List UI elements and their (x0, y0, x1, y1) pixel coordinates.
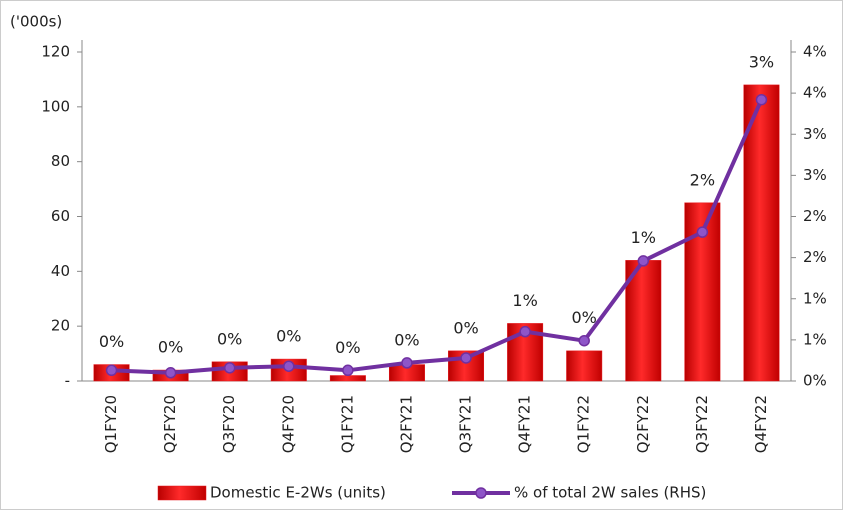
x-tick-label: Q2FY21 (397, 395, 415, 453)
y-tick-label: 20 (51, 317, 70, 335)
y2-tick-label: 1% (803, 330, 827, 348)
y-tick-label: 40 (51, 262, 70, 280)
line-marker (755, 93, 768, 106)
legend-label: Domestic E-2Ws (units) (210, 484, 386, 502)
x-tick-label: Q1FY20 (102, 395, 120, 453)
x-tick-label: Q1FY22 (575, 395, 593, 453)
x-tick-label: Q3FY22 (693, 395, 711, 453)
line-marker (164, 367, 177, 379)
y-tick-label: 120 (41, 43, 70, 61)
data-label: 0% (158, 338, 183, 357)
y2-tick-label: 3% (803, 125, 827, 143)
line-marker (223, 362, 236, 374)
data-label: 0% (453, 318, 478, 337)
y2-tick-label: 2% (803, 207, 827, 225)
x-tick-label: Q1FY21 (338, 395, 356, 453)
data-label: 2% (690, 170, 715, 189)
data-label: 0% (572, 308, 597, 327)
line-marker (578, 334, 590, 347)
y2-tick-label: 4% (803, 84, 827, 102)
line (111, 98, 764, 375)
line-marker (342, 364, 354, 377)
x-tick-label: Q4FY22 (752, 395, 770, 453)
data-label: 1% (631, 228, 656, 247)
bar (743, 84, 780, 382)
x-tick-label: Q3FY21 (457, 395, 475, 453)
y-axis-title: ('000s) (10, 13, 62, 31)
line-marker (696, 226, 709, 238)
y2-tick-label: 4% (803, 43, 827, 61)
data-label: 0% (335, 338, 360, 357)
data-label: 0% (99, 332, 124, 351)
line-marker (460, 352, 472, 364)
x-tick-label: Q2FY20 (161, 395, 179, 453)
line-marker (519, 325, 531, 338)
y-tick-label: 80 (51, 152, 70, 170)
y2-tick-label: 0% (803, 372, 827, 390)
data-label: 1% (512, 291, 537, 310)
data-label: 3% (749, 52, 774, 71)
y-tick-label: - (65, 372, 70, 390)
bar (329, 375, 366, 382)
data-label: 0% (217, 329, 242, 348)
y-tick-label: 100 (41, 97, 70, 115)
y2-tick-label: 2% (803, 248, 827, 266)
y-tick-label: 60 (51, 207, 70, 225)
line-marker (105, 364, 118, 377)
y2-tick-label: 3% (803, 166, 827, 184)
x-tick-label: Q4FY20 (279, 395, 297, 453)
x-tick-label: Q3FY20 (220, 395, 238, 453)
legend-swatch (475, 487, 487, 499)
bar (566, 350, 603, 382)
line-marker (401, 357, 413, 369)
bar (625, 260, 662, 382)
line-marker (283, 360, 295, 372)
data-label: 0% (276, 327, 301, 346)
legend-label: % of total 2W sales (RHS) (514, 484, 706, 502)
line-marker (637, 255, 650, 267)
x-tick-label: Q4FY21 (516, 395, 534, 453)
x-tick-label: Q2FY22 (634, 395, 652, 453)
data-label: 0% (394, 330, 419, 349)
legend-swatch (157, 485, 207, 501)
y2-tick-label: 1% (803, 289, 827, 307)
